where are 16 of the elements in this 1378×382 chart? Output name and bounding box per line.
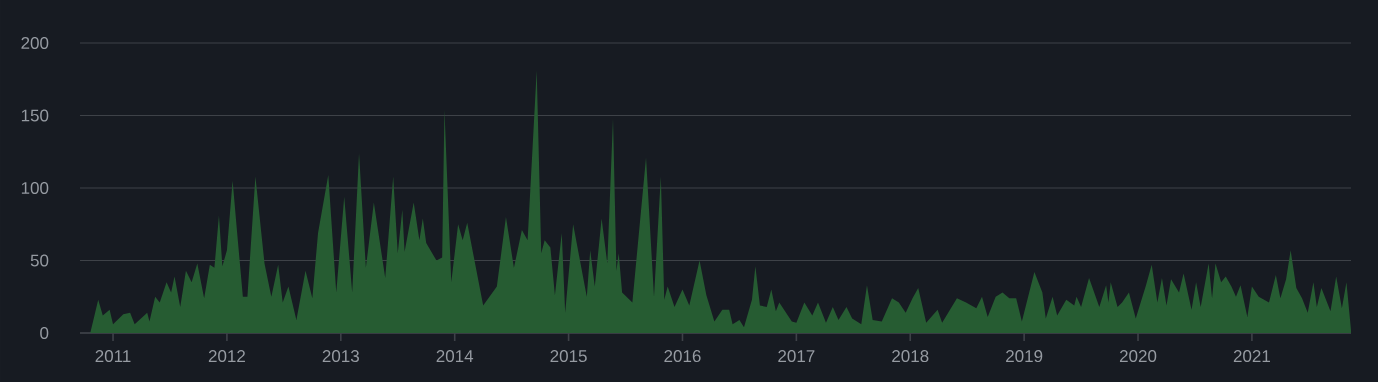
x-tick-label: 2020 <box>1119 350 1157 363</box>
x-tick-label: 2017 <box>778 350 815 363</box>
y-tick-label: 150 <box>21 109 49 122</box>
y-tick-label: 200 <box>21 37 49 50</box>
x-tick-label: 2018 <box>892 350 929 363</box>
y-tick-label: 50 <box>30 254 49 267</box>
x-tick-label: 2016 <box>664 350 701 363</box>
x-tick-label: 2014 <box>436 350 474 363</box>
x-tick-label: 2015 <box>550 350 587 363</box>
y-tick-label: 100 <box>21 182 49 195</box>
y-tick-label: 0 <box>40 327 49 340</box>
x-tick-label: 2011 <box>95 350 131 363</box>
x-tick-label: 2013 <box>322 350 359 363</box>
x-tick-label: 2019 <box>1006 350 1043 363</box>
x-tick-label: 2021 <box>1233 350 1270 363</box>
x-tick-label: 2012 <box>208 350 245 363</box>
